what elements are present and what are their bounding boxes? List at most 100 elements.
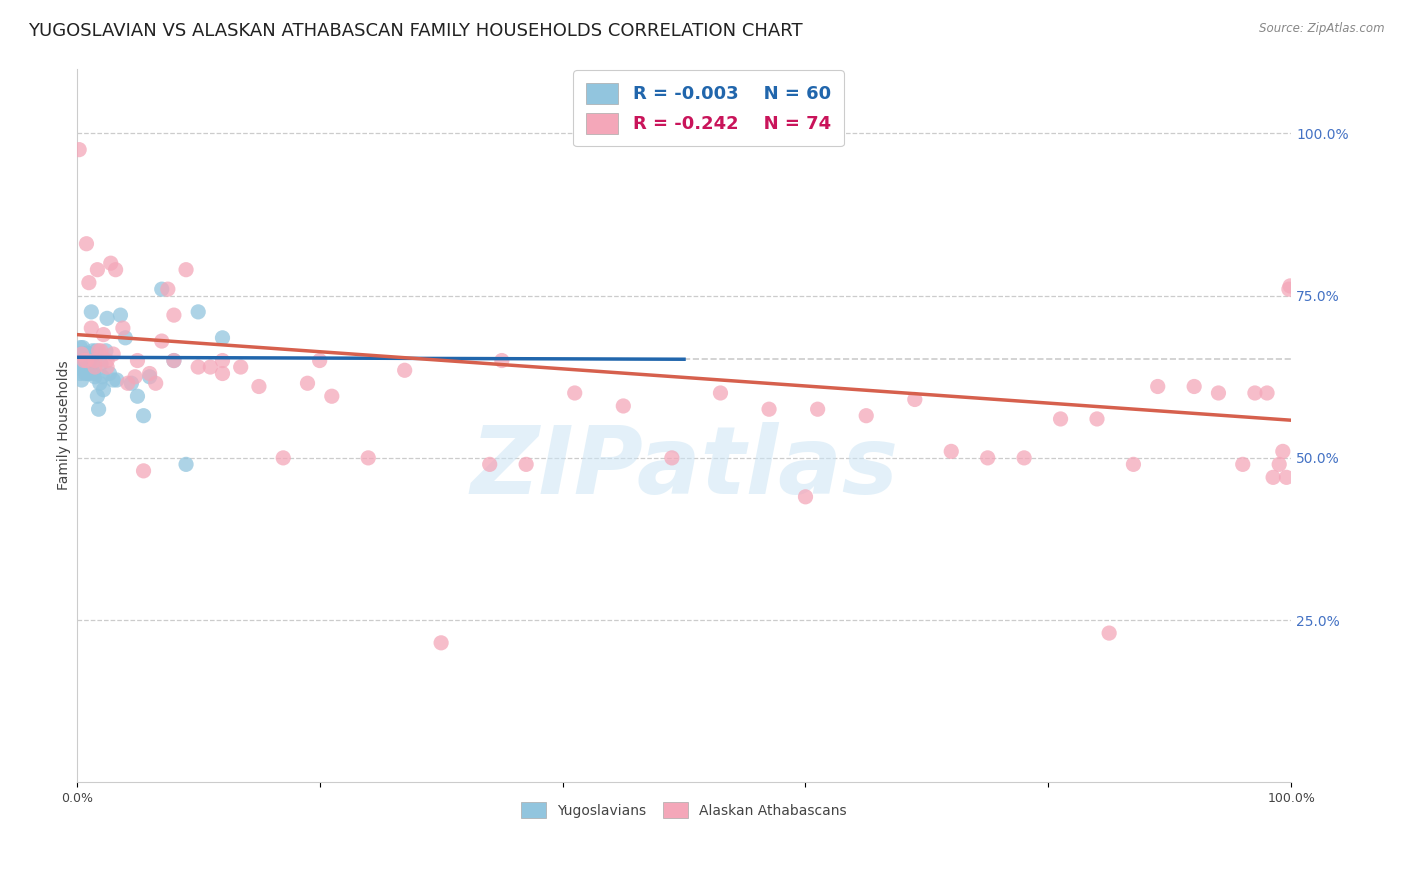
Point — [73, 347, 96, 361]
Point — [1146, 379, 1168, 393]
Point — [82, 357, 104, 371]
Point — [229, 359, 252, 374]
Point — [75, 357, 97, 371]
Point — [794, 490, 817, 504]
Point — [394, 363, 416, 377]
Point — [145, 376, 167, 391]
Point — [98, 367, 121, 381]
Point — [89, 376, 111, 391]
Point — [1244, 386, 1267, 401]
Point — [1012, 450, 1035, 465]
Point — [75, 367, 97, 381]
Point — [132, 464, 155, 478]
Point — [67, 359, 90, 374]
Point — [855, 409, 877, 423]
Point — [124, 369, 146, 384]
Point — [1268, 458, 1291, 472]
Point — [83, 367, 105, 381]
Point — [73, 363, 96, 377]
Point — [80, 305, 103, 319]
Point — [70, 373, 93, 387]
Point — [321, 389, 343, 403]
Text: ZIPatlas: ZIPatlas — [470, 422, 898, 515]
Point — [127, 389, 149, 403]
Point — [247, 379, 270, 393]
Point — [101, 347, 124, 361]
Point — [72, 359, 94, 374]
Point — [211, 367, 233, 381]
Point — [93, 383, 115, 397]
Point — [111, 321, 134, 335]
Point — [430, 636, 453, 650]
Point — [96, 359, 118, 374]
Point — [211, 353, 233, 368]
Point — [75, 351, 97, 365]
Point — [138, 367, 160, 381]
Point — [1232, 458, 1254, 472]
Point — [1049, 412, 1071, 426]
Point — [117, 376, 139, 391]
Point — [69, 341, 91, 355]
Point — [77, 347, 100, 361]
Point — [1098, 626, 1121, 640]
Point — [211, 331, 233, 345]
Point — [105, 373, 128, 387]
Point — [138, 369, 160, 384]
Point — [86, 389, 108, 403]
Point — [1208, 386, 1230, 401]
Point — [904, 392, 927, 407]
Point — [1275, 470, 1298, 484]
Point — [758, 402, 780, 417]
Point — [75, 236, 97, 251]
Point — [77, 357, 100, 371]
Point — [120, 376, 142, 391]
Point — [612, 399, 634, 413]
Point — [1122, 458, 1144, 472]
Point — [308, 353, 330, 368]
Point — [1256, 386, 1278, 401]
Point — [79, 351, 101, 365]
Point — [70, 353, 93, 368]
Point — [564, 386, 586, 401]
Point — [478, 458, 501, 472]
Point — [77, 276, 100, 290]
Point — [163, 353, 186, 368]
Point — [297, 376, 319, 391]
Point — [73, 353, 96, 368]
Point — [187, 305, 209, 319]
Point — [941, 444, 963, 458]
Point — [491, 353, 513, 368]
Point — [187, 359, 209, 374]
Point — [75, 347, 97, 361]
Point — [94, 343, 117, 358]
Point — [1271, 444, 1294, 458]
Point — [67, 143, 90, 157]
Point — [75, 359, 97, 374]
Legend: Yugoslavians, Alaskan Athabascans: Yugoslavians, Alaskan Athabascans — [515, 796, 853, 825]
Point — [807, 402, 830, 417]
Point — [73, 355, 96, 369]
Point — [82, 343, 104, 358]
Point — [709, 386, 731, 401]
Point — [70, 347, 93, 361]
Point — [110, 308, 132, 322]
Point — [69, 347, 91, 361]
Point — [75, 347, 97, 361]
Point — [174, 262, 197, 277]
Point — [101, 373, 124, 387]
Point — [104, 262, 127, 277]
Point — [84, 353, 107, 368]
Point — [1278, 282, 1301, 296]
Point — [84, 343, 107, 358]
Point — [163, 308, 186, 322]
Point — [1085, 412, 1108, 426]
Point — [80, 351, 103, 365]
Point — [77, 367, 100, 381]
Point — [1261, 470, 1284, 484]
Point — [100, 256, 122, 270]
Point — [80, 321, 103, 335]
Point — [70, 347, 93, 361]
Point — [87, 402, 110, 417]
Point — [75, 347, 97, 361]
Point — [69, 367, 91, 381]
